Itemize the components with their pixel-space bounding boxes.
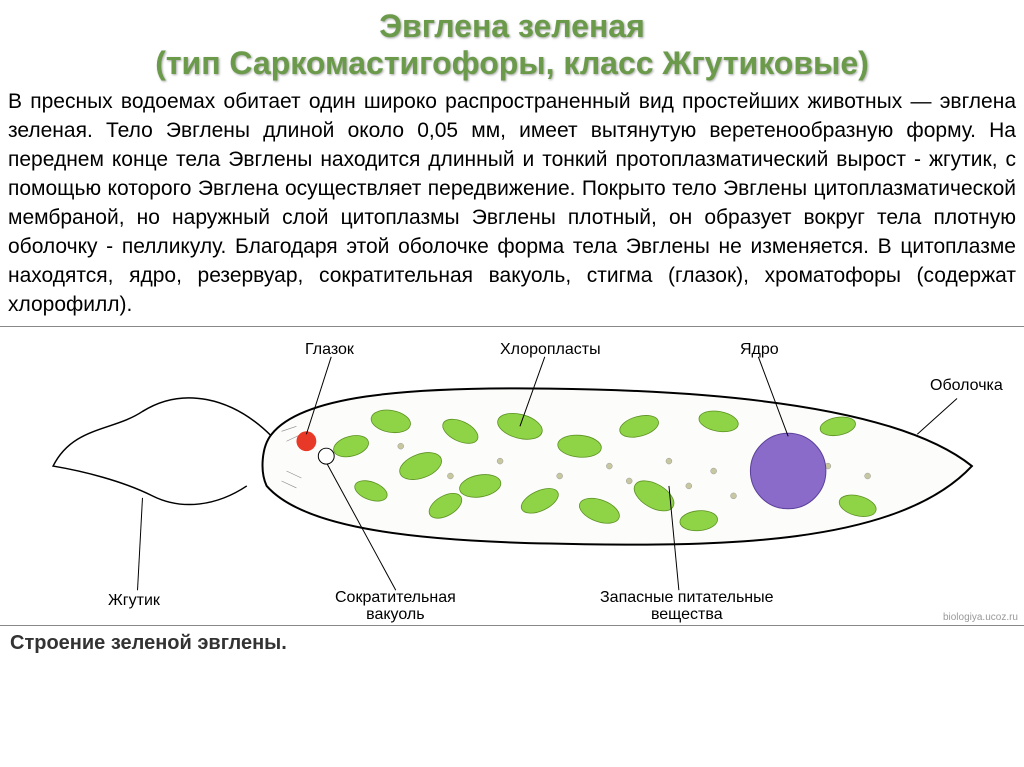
- label-reserves: Запасные питательные вещества: [600, 589, 774, 625]
- title-line1: Эвглена зеленая: [0, 8, 1024, 45]
- diagram-caption: Строение зеленой эвглены.: [0, 626, 1024, 661]
- euglena-diagram: Глазок Хлоропласты Ядро Оболочка Жгутик …: [0, 326, 1024, 626]
- label-vacuole: Сократительная вакуоль: [335, 589, 456, 625]
- description-paragraph: В пресных водоемах обитает один широко р…: [0, 88, 1024, 326]
- nucleus: [750, 433, 825, 508]
- label-nucleus: Ядро: [740, 341, 779, 359]
- title-line2: (тип Саркомастигофоры, класс Жгутиковые): [0, 45, 1024, 82]
- title-block: Эвглена зеленая (тип Саркомастигофоры, к…: [0, 0, 1024, 88]
- diagram-svg: [0, 327, 1024, 625]
- flagellum: [53, 398, 272, 505]
- cell-body: [263, 388, 972, 544]
- label-eyespot: Глазок: [305, 341, 354, 359]
- watermark: biologiya.ucoz.ru: [943, 612, 1018, 623]
- label-flagellum: Жгутик: [108, 592, 160, 610]
- label-chloroplasts: Хлоропласты: [500, 341, 601, 359]
- label-membrane: Оболочка: [930, 377, 1003, 395]
- contractile-vacuole: [318, 448, 334, 464]
